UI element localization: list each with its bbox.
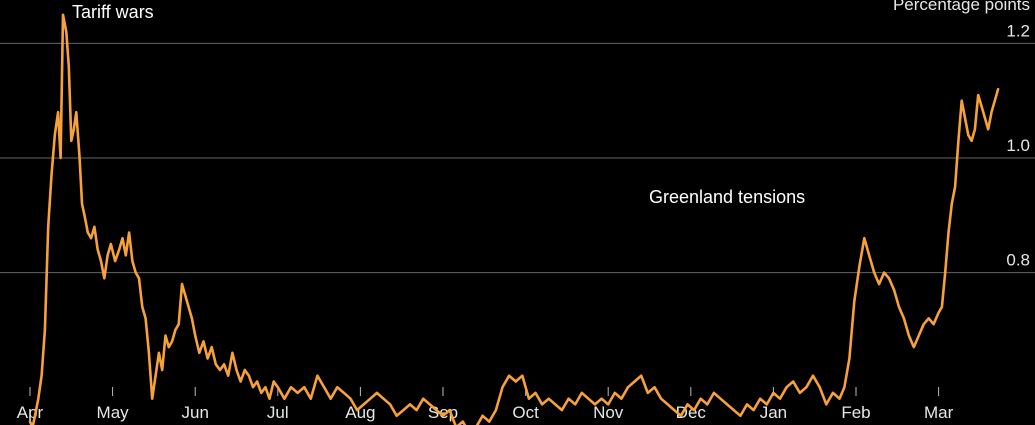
x-tick-label: Jun <box>181 403 208 422</box>
y-tick-label: 1.0 <box>1006 136 1030 155</box>
annotation-greenland-tensions: Greenland tensions <box>649 187 805 207</box>
x-axis-ticks: Apr May Jun Jul Aug Sep Oct Nov Dec Jan Feb Mar <box>17 387 954 422</box>
series-line <box>28 13 1000 425</box>
x-tick-label: Jul <box>267 403 289 422</box>
annotation-tariff-wars: Tariff wars <box>72 2 154 22</box>
x-tick-label: Dec <box>676 403 707 422</box>
x-tick-label: Jan <box>760 403 787 422</box>
x-tick-label: Mar <box>924 403 954 422</box>
x-tick-label: Aug <box>345 403 375 422</box>
gridlines <box>0 42 1035 274</box>
x-tick-label: Nov <box>593 403 624 422</box>
x-tick-label: Apr <box>17 403 44 422</box>
x-tick-label: May <box>97 403 130 422</box>
y-axis-unit-label: Percentage points <box>893 0 1030 14</box>
y-tick-label: 1.2 <box>1006 21 1030 40</box>
x-tick-label: Oct <box>512 403 539 422</box>
y-axis-tick-labels: 0.8 1.0 1.2 <box>1006 21 1030 269</box>
x-tick-label: Feb <box>841 403 870 422</box>
y-tick-label: 0.8 <box>1006 251 1030 270</box>
